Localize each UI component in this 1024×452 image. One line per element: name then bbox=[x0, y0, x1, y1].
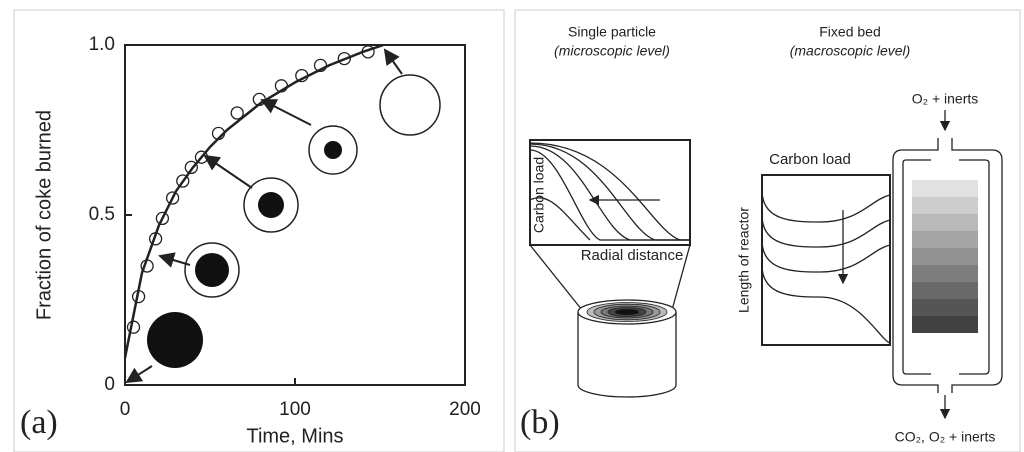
bed-layer bbox=[912, 214, 978, 231]
panel-a: Time, Mins Fraction of coke burned (a) 0… bbox=[20, 34, 481, 447]
reactor-wall bbox=[892, 138, 1003, 393]
bed-layer bbox=[912, 282, 978, 299]
y-tick-label: 1.0 bbox=[89, 34, 115, 55]
bed-layer bbox=[912, 316, 978, 333]
panel-b: (b) Single particle (microscopic level) … bbox=[520, 24, 1003, 445]
bed-layer bbox=[912, 265, 978, 282]
title: Fixed bed bbox=[819, 24, 880, 40]
data-point bbox=[165, 191, 180, 205]
data-point bbox=[337, 51, 351, 66]
bed-layer bbox=[912, 248, 978, 265]
x-tick-label: 0 bbox=[120, 399, 131, 420]
bed-layer bbox=[912, 180, 978, 197]
inlet-label: O₂ + inerts bbox=[912, 91, 979, 107]
axis-label: Length of reactor bbox=[736, 207, 752, 313]
bed-plot bbox=[761, 174, 891, 346]
data-point bbox=[194, 150, 209, 164]
panel-label: (b) bbox=[520, 404, 560, 441]
data-point bbox=[155, 211, 170, 226]
y-tick-label: 0.5 bbox=[89, 204, 115, 225]
y-tick-label: 0 bbox=[104, 374, 115, 395]
panel-a-frame bbox=[13, 9, 505, 452]
profile-curves bbox=[761, 189, 891, 344]
zoom-line bbox=[529, 244, 583, 311]
panel-label: (a) bbox=[20, 404, 58, 441]
bed-layer bbox=[912, 299, 978, 316]
panel-b-frame bbox=[514, 9, 1021, 452]
reactor-bed bbox=[912, 180, 978, 343]
data-point bbox=[184, 160, 198, 175]
axis-label: Radial distance bbox=[581, 247, 684, 264]
bed-layer bbox=[912, 231, 978, 248]
y-axis-label: Fraction of coke burned bbox=[33, 110, 55, 320]
x-tick-label: 100 bbox=[279, 399, 311, 420]
bed-layer bbox=[912, 197, 978, 214]
subtitle: (microscopic level) bbox=[554, 43, 670, 59]
profile-curves bbox=[529, 142, 690, 241]
subtitle: (macroscopic level) bbox=[790, 43, 911, 59]
x-tick-label: 200 bbox=[449, 399, 481, 420]
title: Single particle bbox=[568, 24, 656, 40]
model-curve bbox=[123, 43, 384, 359]
particle-icons bbox=[125, 48, 441, 384]
x-axis-label: Time, Mins bbox=[246, 425, 343, 447]
outlet-label: CO₂, O₂ + inerts bbox=[895, 429, 996, 445]
zoom-line bbox=[671, 244, 691, 311]
particle-cylinder bbox=[577, 299, 677, 398]
reactor-inner bbox=[902, 159, 990, 375]
particle-plot bbox=[529, 139, 691, 246]
axis-label: Carbon load bbox=[769, 151, 851, 168]
axis-label: Carbon load bbox=[531, 157, 547, 233]
data-point bbox=[230, 106, 244, 120]
data-point bbox=[176, 174, 190, 188]
